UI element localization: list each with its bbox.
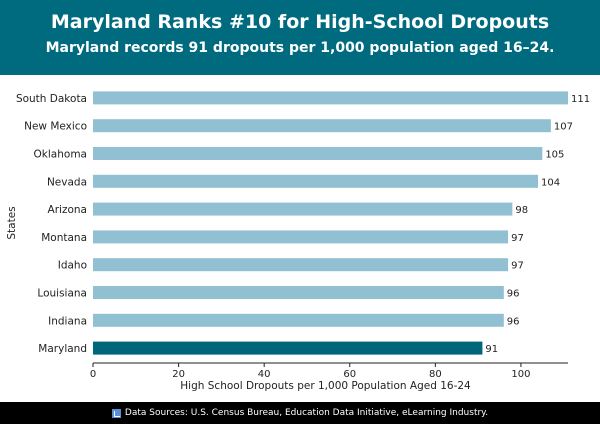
category-label-nevada: Nevada: [47, 176, 87, 188]
x-axis-title: High School Dropouts per 1,000 Populatio…: [180, 380, 471, 392]
value-label-maryland: 91: [485, 344, 498, 355]
value-label-louisiana: 96: [507, 289, 520, 300]
x-tick-label-60: 60: [343, 369, 356, 380]
bar-indiana: [93, 313, 504, 327]
category-label-louisiana: Louisiana: [37, 288, 87, 300]
bar-nevada: [93, 174, 539, 188]
bar-idaho: [93, 258, 509, 272]
bar-montana: [93, 230, 509, 244]
value-label-indiana: 96: [507, 316, 520, 327]
category-label-arizona: Arizona: [48, 204, 87, 216]
x-tick-label-40: 40: [258, 369, 271, 380]
category-label-oklahoma: Oklahoma: [34, 149, 87, 161]
category-label-south-dakota: South Dakota: [16, 93, 87, 105]
category-label-montana: Montana: [41, 232, 87, 244]
x-tick-label-100: 100: [511, 369, 530, 380]
chart-title: Maryland Ranks #10 for High-School Dropo…: [50, 11, 550, 33]
x-tick-label-80: 80: [429, 369, 442, 380]
bar-maryland: [93, 341, 483, 355]
value-label-nevada: 104: [541, 177, 560, 188]
category-label-new-mexico: New Mexico: [24, 121, 87, 133]
chart-footer: Data Sources: U.S. Census Bureau, Educat…: [0, 402, 600, 424]
value-label-arizona: 98: [515, 205, 528, 216]
chart-header: Maryland Ranks #10 for High-School Dropo…: [0, 0, 600, 75]
y-axis-title: States: [6, 206, 18, 239]
bar-new-mexico: [93, 119, 551, 133]
category-label-indiana: Indiana: [48, 315, 87, 327]
value-label-montana: 97: [511, 233, 524, 244]
category-label-maryland: Maryland: [38, 343, 87, 355]
x-tick-label-0: 0: [90, 369, 96, 380]
chart-icon: [111, 408, 121, 418]
x-tick-label-20: 20: [172, 369, 185, 380]
data-source-text: Data Sources: U.S. Census Bureau, Educat…: [124, 408, 489, 418]
category-label-idaho: Idaho: [58, 260, 87, 272]
bar-arizona: [93, 202, 513, 216]
bar-oklahoma: [93, 147, 543, 160]
value-label-new-mexico: 107: [554, 122, 573, 133]
bar-chart: South Dakota 111 New Mexico 107 Oklahoma 105 N…: [6, 91, 590, 392]
value-label-south-dakota: 111: [571, 94, 590, 105]
bar-south-dakota: [93, 91, 568, 105]
value-label-idaho: 97: [511, 261, 524, 272]
bar-louisiana: [93, 286, 504, 299]
chart-subtitle: Maryland records 91 dropouts per 1,000 p…: [45, 40, 555, 56]
value-label-oklahoma: 105: [545, 150, 564, 161]
